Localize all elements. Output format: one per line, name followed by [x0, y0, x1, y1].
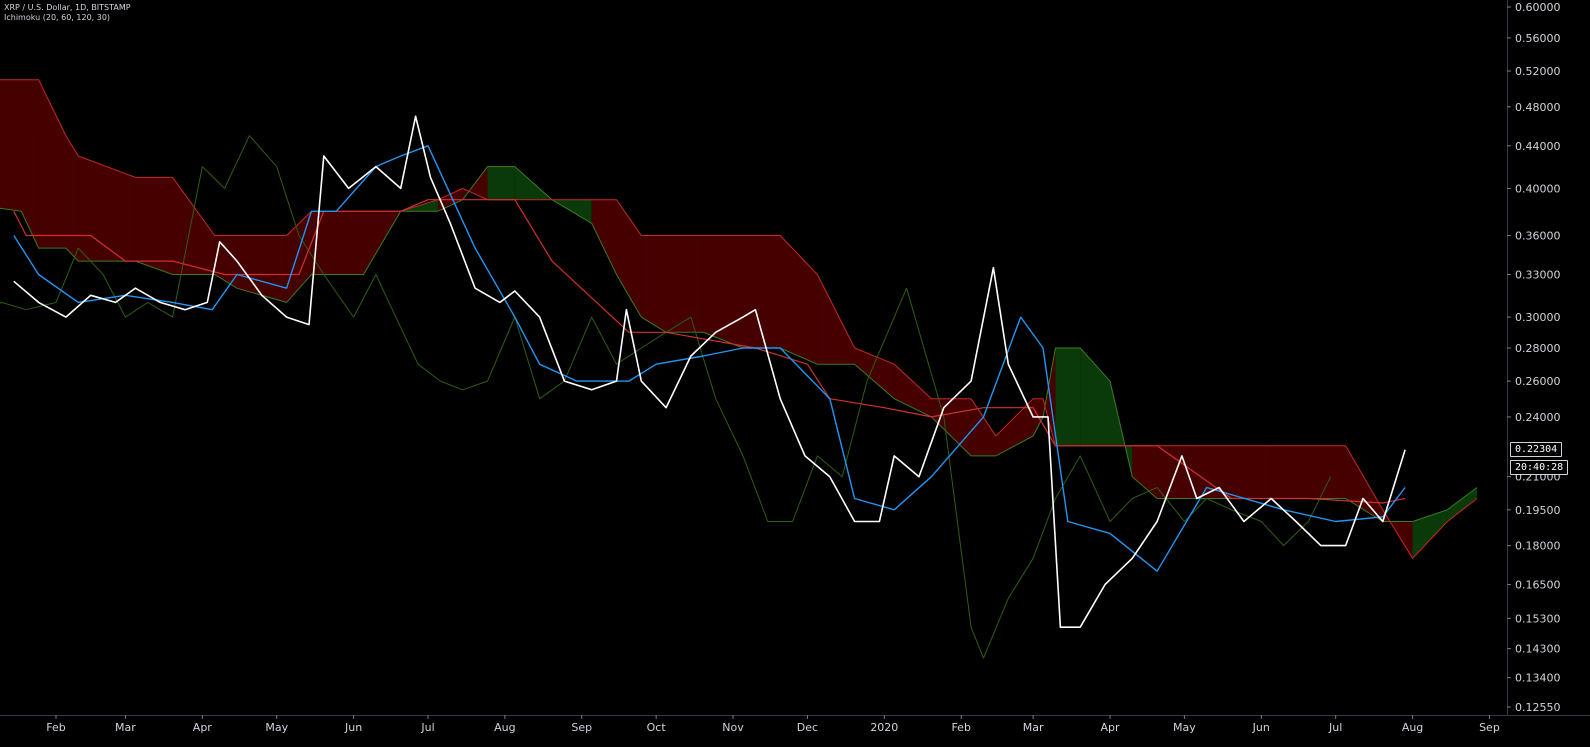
cloud-segment	[172, 177, 215, 275]
y-tick-label: 0.16500	[1515, 579, 1561, 592]
x-tick-label: Dec	[797, 721, 818, 734]
x-tick-label: Mar	[115, 721, 136, 734]
y-tick-label: 0.18000	[1515, 540, 1561, 553]
y-tick-label: 0.30000	[1515, 311, 1561, 324]
time-axis[interactable]: Feb Mar Apr May Jun Jul Aug Sep Oct Nov Dec 2020 Feb…	[46, 715, 1500, 734]
conversion-line	[13, 145, 1406, 572]
cloud-segment	[1194, 445, 1272, 499]
cloud-segment	[1447, 487, 1478, 522]
lagging-line	[0, 135, 1332, 659]
x-tick-label: Feb	[951, 721, 970, 734]
cloud-segment	[286, 211, 312, 303]
x-tick-label: Nov	[722, 721, 744, 734]
cloud-segment	[135, 177, 173, 275]
cloud-segment	[21, 79, 39, 249]
y-tick-label: 0.40000	[1515, 182, 1561, 195]
y-tick-label: 0.56000	[1515, 32, 1561, 45]
cloud-segment	[894, 364, 932, 417]
symbol-title: XRP / U.S. Dollar, 1D, BITSTAMP	[4, 3, 131, 12]
x-tick-label: Jul	[420, 721, 434, 734]
cloud-segment	[1132, 445, 1158, 499]
x-tick-label: Sep	[571, 721, 592, 734]
x-tick-label: Mar	[1023, 721, 1044, 734]
base-line	[13, 199, 1406, 504]
y-tick-label: 0.12550	[1515, 701, 1561, 714]
price-line	[13, 115, 1406, 629]
chart-legend: XRP / U.S. Dollar, 1D, BITSTAMP Ichimoku…	[4, 3, 131, 23]
price-axis[interactable]: 0.60000 0.56000 0.52000 0.48000 0.44000 0.400…	[1507, 1, 1561, 714]
ichimoku-cloud	[0, 79, 1478, 560]
y-tick-label: 0.24000	[1515, 411, 1561, 424]
y-tick-label: 0.15300	[1515, 612, 1561, 625]
cloud-segment	[817, 274, 855, 365]
cloud-segment	[995, 398, 1034, 456]
cloud-segment	[0, 79, 22, 212]
cloud-segment	[703, 235, 743, 348]
y-tick-label: 0.36000	[1515, 230, 1561, 243]
x-tick-label: Aug	[1402, 721, 1423, 734]
cloud-segment	[641, 235, 667, 333]
cloud-segment	[742, 235, 781, 348]
y-tick-label: 0.60000	[1515, 1, 1561, 14]
cloud-segment	[616, 199, 642, 318]
cloud-segment	[971, 398, 996, 456]
series-lines	[0, 115, 1406, 659]
x-tick-label: May	[1173, 721, 1196, 734]
y-tick-label: 0.26000	[1515, 375, 1561, 388]
last-price-label: 0.22304	[1510, 441, 1563, 457]
bar-countdown-label: 20:40:28	[1510, 459, 1569, 475]
x-tick-label: Jul	[1328, 721, 1342, 734]
cloud-segment	[1412, 509, 1448, 559]
y-tick-label: 0.52000	[1515, 65, 1561, 78]
x-tick-label: Apr	[193, 721, 213, 734]
cloud-segment	[1055, 347, 1081, 446]
y-tick-label: 0.48000	[1515, 101, 1561, 114]
indicator-title: Ichimoku (20, 60, 120, 30)	[4, 13, 111, 22]
cloud-segment	[78, 156, 136, 262]
x-tick-label: 2020	[870, 721, 898, 734]
cloud-segment	[1271, 445, 1346, 499]
x-tick-label: Jun	[344, 721, 362, 734]
x-tick-label: Sep	[1479, 721, 1500, 734]
x-tick-label: Aug	[494, 721, 515, 734]
y-tick-label: 0.13400	[1515, 672, 1561, 685]
cloud-segment	[487, 166, 515, 200]
cloud-segment	[65, 135, 79, 262]
cloud-segment	[311, 211, 364, 275]
y-tick-label: 0.28000	[1515, 342, 1561, 355]
x-tick-label: Oct	[647, 721, 667, 734]
y-tick-label: 0.33000	[1515, 268, 1561, 281]
y-tick-label: 0.14300	[1515, 643, 1561, 656]
x-tick-label: Feb	[46, 721, 65, 734]
cloud-segment	[237, 235, 287, 303]
x-tick-label: Jun	[1252, 721, 1270, 734]
x-tick-label: Apr	[1100, 721, 1120, 734]
cloud-segment	[591, 199, 617, 275]
y-tick-label: 0.44000	[1515, 140, 1561, 153]
cloud-segment	[1080, 347, 1110, 446]
y-tick-label: 0.19500	[1515, 504, 1561, 517]
cloud-segment	[1043, 347, 1056, 446]
x-tick-label: May	[265, 721, 288, 734]
cloud-segment	[780, 235, 818, 365]
cloud-segment	[666, 235, 704, 333]
